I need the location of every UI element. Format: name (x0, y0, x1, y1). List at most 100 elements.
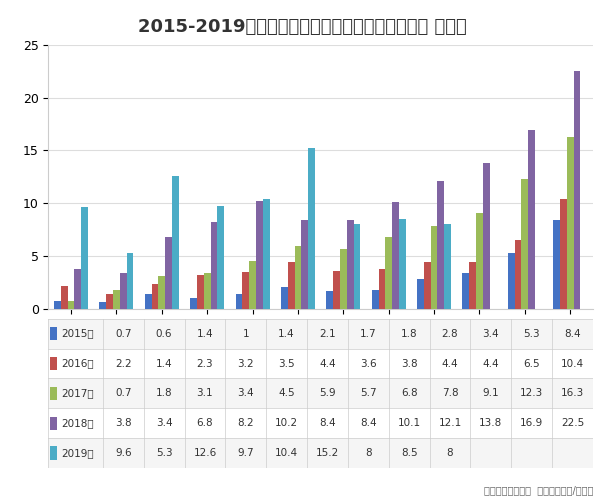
Bar (417, 279, 424, 309)
FancyBboxPatch shape (50, 416, 57, 430)
Bar (165, 237, 172, 309)
Bar (172, 176, 179, 309)
Bar (54, 301, 61, 309)
Text: 5.9: 5.9 (319, 388, 336, 398)
Bar (263, 199, 270, 309)
Bar (431, 227, 437, 309)
Bar (249, 261, 256, 309)
Bar (145, 294, 152, 309)
Text: 7.8: 7.8 (442, 388, 458, 398)
Bar (392, 202, 399, 309)
Text: 8.4: 8.4 (564, 329, 581, 339)
FancyBboxPatch shape (48, 349, 593, 378)
Text: 0.7: 0.7 (115, 388, 131, 398)
Text: 1.4: 1.4 (156, 359, 172, 369)
Text: 数据来源：中汽协  制表：电池网/数据部: 数据来源：中汽协 制表：电池网/数据部 (483, 486, 593, 496)
Bar (385, 237, 392, 309)
Text: 3.8: 3.8 (115, 418, 131, 428)
Text: 5.3: 5.3 (523, 329, 540, 339)
FancyBboxPatch shape (50, 446, 57, 460)
FancyBboxPatch shape (50, 357, 57, 371)
Text: 1.4: 1.4 (197, 329, 213, 339)
Text: 9.1: 9.1 (483, 388, 499, 398)
Text: 12.3: 12.3 (520, 388, 543, 398)
Bar (424, 262, 431, 309)
Bar (256, 201, 263, 309)
Text: 5.3: 5.3 (156, 448, 172, 458)
Bar (560, 199, 567, 309)
Bar (528, 130, 535, 309)
Text: 8: 8 (446, 448, 453, 458)
Text: 12.6: 12.6 (194, 448, 217, 458)
Bar (483, 163, 489, 309)
Bar (371, 290, 379, 309)
FancyBboxPatch shape (50, 386, 57, 400)
Text: 1.8: 1.8 (156, 388, 172, 398)
Text: 6.8: 6.8 (401, 388, 417, 398)
Bar (522, 179, 528, 309)
Bar (333, 271, 340, 309)
Text: 3.4: 3.4 (483, 329, 499, 339)
Text: 4.5: 4.5 (278, 388, 295, 398)
Text: 5.7: 5.7 (360, 388, 376, 398)
Text: 1.4: 1.4 (278, 329, 295, 339)
Text: 4.4: 4.4 (483, 359, 499, 369)
Bar (326, 291, 333, 309)
Bar (347, 220, 353, 309)
Text: 10.4: 10.4 (561, 359, 584, 369)
Bar (204, 273, 211, 309)
Bar (353, 224, 361, 309)
Bar (308, 148, 315, 309)
Text: 22.5: 22.5 (561, 418, 584, 428)
Text: 12.1: 12.1 (439, 418, 462, 428)
Bar (288, 262, 295, 309)
FancyBboxPatch shape (48, 438, 593, 468)
Text: 2015年: 2015年 (61, 329, 94, 339)
Bar (113, 290, 120, 309)
Bar (295, 247, 301, 309)
Text: 3.6: 3.6 (360, 359, 376, 369)
Text: 6.5: 6.5 (523, 359, 540, 369)
Bar (574, 71, 580, 309)
Bar (235, 294, 243, 309)
Text: 8.2: 8.2 (238, 418, 254, 428)
Bar (340, 249, 347, 309)
Bar (159, 276, 165, 309)
Text: 9.7: 9.7 (238, 448, 254, 458)
Bar (444, 224, 451, 309)
Text: 3.8: 3.8 (401, 359, 417, 369)
Bar (211, 222, 217, 309)
Bar (197, 275, 204, 309)
Bar (81, 207, 88, 309)
Bar (152, 284, 159, 309)
Bar (106, 294, 113, 309)
Text: 2019年: 2019年 (61, 448, 94, 458)
Text: 10.2: 10.2 (275, 418, 298, 428)
Text: 3.5: 3.5 (278, 359, 295, 369)
FancyBboxPatch shape (50, 327, 57, 341)
Text: 2018年: 2018年 (61, 418, 94, 428)
Bar (190, 298, 197, 309)
Text: 15.2: 15.2 (316, 448, 339, 458)
FancyBboxPatch shape (48, 319, 593, 349)
Bar (437, 181, 444, 309)
Bar (301, 220, 308, 309)
FancyBboxPatch shape (48, 408, 593, 438)
Bar (217, 206, 224, 309)
Text: 1: 1 (243, 329, 249, 339)
Bar (99, 302, 106, 309)
Text: 8.4: 8.4 (360, 418, 376, 428)
FancyBboxPatch shape (48, 378, 593, 408)
Text: 10.4: 10.4 (275, 448, 298, 458)
Text: 2.3: 2.3 (197, 359, 213, 369)
Text: 8: 8 (365, 448, 371, 458)
Bar (379, 268, 385, 309)
Bar (126, 253, 134, 309)
Text: 8.5: 8.5 (401, 448, 417, 458)
Bar (462, 273, 469, 309)
Text: 0.7: 0.7 (115, 329, 131, 339)
Bar (553, 220, 560, 309)
Text: 2015-2019年新能源汽车月度销量趋势图（单位： 万辆）: 2015-2019年新能源汽车月度销量趋势图（单位： 万辆） (138, 18, 467, 36)
Text: 16.9: 16.9 (520, 418, 543, 428)
Text: 2016年: 2016年 (61, 359, 94, 369)
